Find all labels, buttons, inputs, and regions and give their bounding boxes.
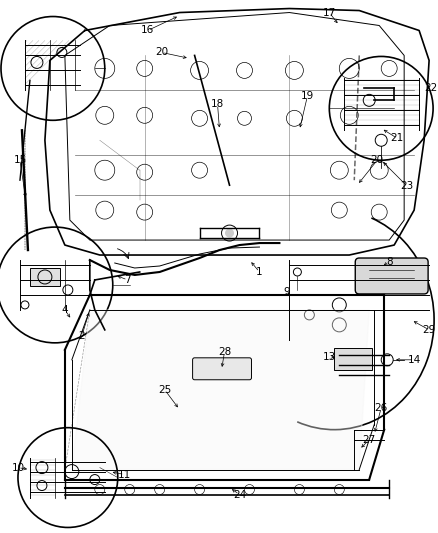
Circle shape (226, 229, 233, 237)
Text: 4: 4 (62, 305, 68, 315)
Text: 23: 23 (400, 181, 414, 191)
Bar (30, 268, 60, 286)
Text: 11: 11 (118, 470, 131, 480)
Text: 24: 24 (233, 489, 246, 499)
Text: 26: 26 (374, 403, 388, 413)
Text: 28: 28 (218, 347, 231, 357)
Text: 20: 20 (155, 47, 168, 58)
Text: 21: 21 (391, 133, 404, 143)
Text: 19: 19 (301, 91, 314, 101)
Text: 25: 25 (158, 385, 171, 395)
Text: 18: 18 (211, 99, 224, 109)
Text: 1: 1 (256, 267, 263, 277)
Text: 9: 9 (283, 287, 290, 297)
Text: 20: 20 (371, 155, 384, 165)
Text: 8: 8 (386, 257, 392, 267)
Text: 13: 13 (323, 352, 336, 362)
FancyBboxPatch shape (355, 258, 428, 294)
Text: 22: 22 (424, 83, 438, 93)
Text: 14: 14 (407, 355, 421, 365)
Text: 2: 2 (78, 331, 85, 341)
Text: 27: 27 (363, 434, 376, 445)
Text: 17: 17 (323, 7, 336, 18)
Text: 15: 15 (13, 155, 27, 165)
Text: 29: 29 (423, 325, 436, 335)
Text: 16: 16 (141, 26, 154, 36)
Text: 7: 7 (124, 275, 131, 285)
Bar (334, 348, 372, 370)
Text: 10: 10 (11, 463, 25, 473)
Polygon shape (72, 310, 369, 470)
FancyBboxPatch shape (193, 358, 251, 380)
